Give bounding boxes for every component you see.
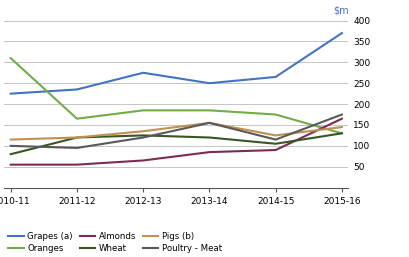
Line: Oranges: Oranges xyxy=(11,58,341,133)
Legend: Grapes (a), Oranges, Almonds, Wheat, Pigs (b), Poultry - Meat: Grapes (a), Oranges, Almonds, Wheat, Pig… xyxy=(9,232,222,253)
Poultry - Meat xyxy=(8,144,13,148)
Wheat xyxy=(140,134,145,137)
Almonds xyxy=(339,117,344,120)
Grapes (a) xyxy=(272,75,277,78)
Poultry - Meat xyxy=(140,136,145,139)
Pigs (b) xyxy=(207,121,211,124)
Poultry - Meat xyxy=(207,121,211,124)
Pigs (b) xyxy=(140,130,145,133)
Grapes (a) xyxy=(140,71,145,74)
Grapes (a) xyxy=(74,88,79,91)
Line: Grapes (a): Grapes (a) xyxy=(11,33,341,94)
Oranges xyxy=(207,109,211,112)
Line: Pigs (b): Pigs (b) xyxy=(11,123,341,140)
Grapes (a) xyxy=(207,82,211,85)
Almonds xyxy=(207,151,211,154)
Grapes (a) xyxy=(8,92,13,95)
Almonds xyxy=(140,159,145,162)
Wheat xyxy=(74,136,79,139)
Pigs (b) xyxy=(8,138,13,141)
Oranges xyxy=(339,132,344,135)
Poultry - Meat xyxy=(272,138,277,141)
Pigs (b) xyxy=(74,136,79,139)
Almonds xyxy=(272,149,277,152)
Wheat xyxy=(207,136,211,139)
Wheat xyxy=(8,153,13,156)
Pigs (b) xyxy=(339,125,344,128)
Line: Wheat: Wheat xyxy=(11,133,341,154)
Oranges xyxy=(8,57,13,60)
Oranges xyxy=(74,117,79,120)
Oranges xyxy=(272,113,277,116)
Pigs (b) xyxy=(272,134,277,137)
Oranges xyxy=(140,109,145,112)
Text: $m: $m xyxy=(332,6,348,15)
Almonds xyxy=(8,163,13,166)
Almonds xyxy=(74,163,79,166)
Wheat xyxy=(339,132,344,135)
Line: Almonds: Almonds xyxy=(11,119,341,165)
Poultry - Meat xyxy=(74,146,79,150)
Grapes (a) xyxy=(339,32,344,35)
Line: Poultry - Meat: Poultry - Meat xyxy=(11,115,341,148)
Wheat xyxy=(272,142,277,145)
Poultry - Meat xyxy=(339,113,344,116)
